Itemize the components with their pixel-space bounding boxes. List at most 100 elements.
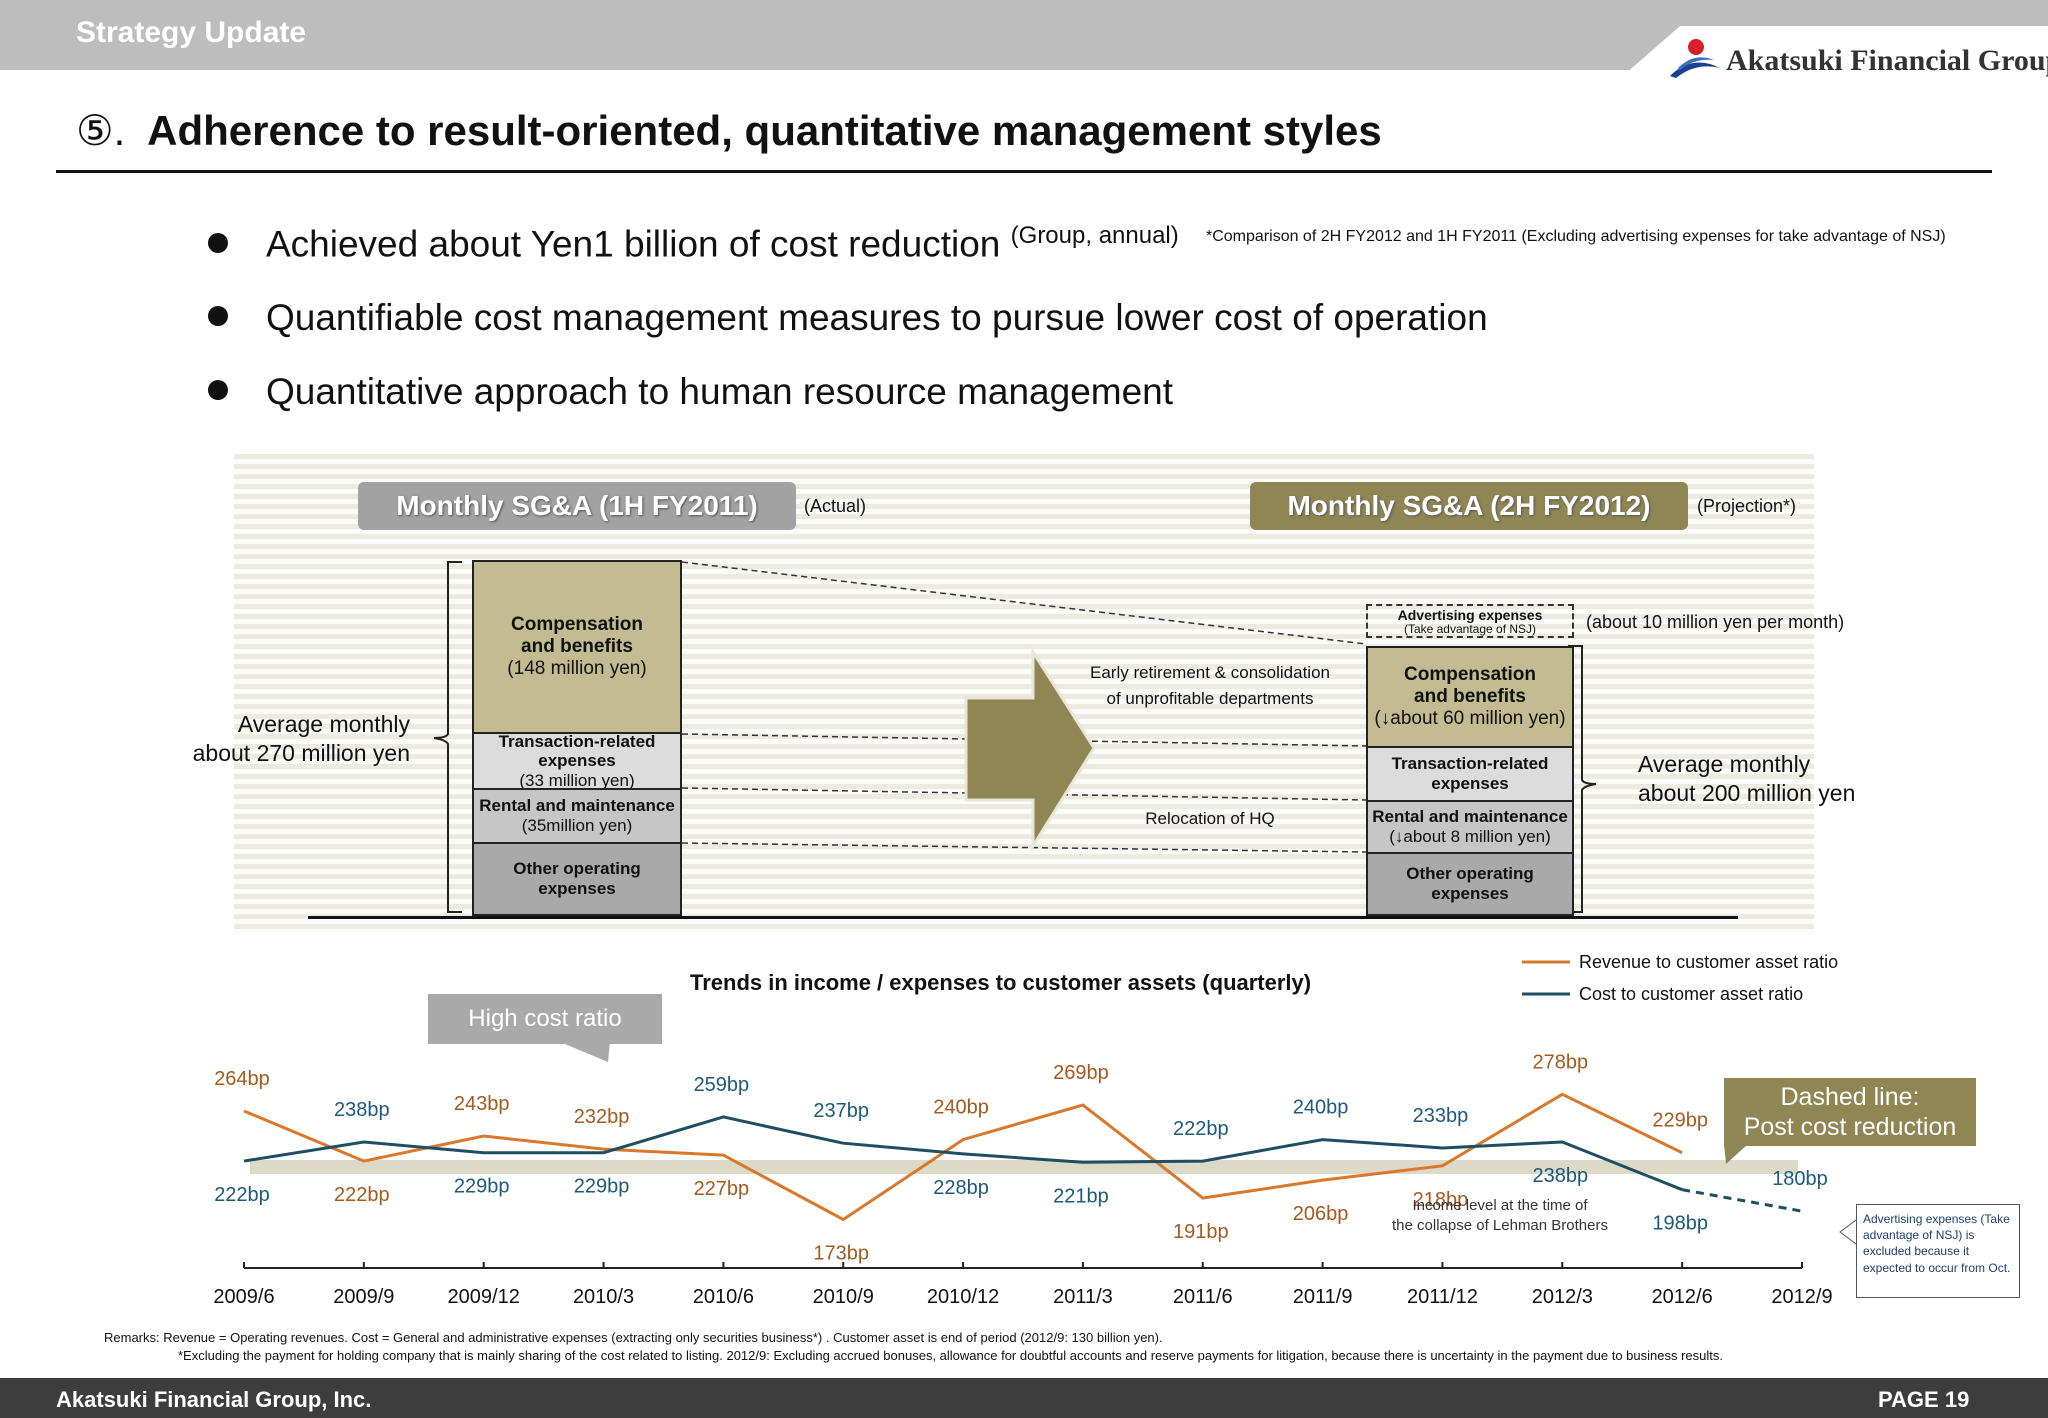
x-tick-label: 2012/9 bbox=[1771, 1286, 1832, 1308]
x-tick-label: 2011/6 bbox=[1173, 1286, 1233, 1308]
data-label: 173bp bbox=[813, 1243, 869, 1265]
callout-pointer bbox=[1724, 1144, 1748, 1164]
footer-company: Akatsuki Financial Group, Inc. bbox=[56, 1387, 372, 1412]
x-tick-label: 2011/12 bbox=[1407, 1286, 1478, 1308]
company-logo-icon bbox=[1670, 39, 1720, 78]
legend-label: Cost to customer asset ratio bbox=[1579, 984, 1803, 1004]
page-title: ⑤. Adherence to result-oriented, quantit… bbox=[76, 106, 1382, 155]
chart-title: Trends in income / expenses to customer … bbox=[690, 970, 1312, 995]
data-label: 233bp bbox=[1413, 1105, 1469, 1127]
right-compensation-segment: Compensation and benefits (↓about 60 mil… bbox=[1366, 646, 1574, 748]
sga-left-tag: (Actual) bbox=[804, 496, 867, 516]
data-label: 198bp bbox=[1652, 1213, 1708, 1235]
x-tick-label: 2011/9 bbox=[1293, 1286, 1353, 1308]
bullet-text: Achieved about Yen1 billion of cost redu… bbox=[266, 223, 1001, 265]
x-tick-label: 2010/9 bbox=[813, 1286, 874, 1308]
left-compensation-segment: Compensation and benefits (148 million y… bbox=[472, 560, 682, 734]
right-transaction-segment: Transaction-related expenses bbox=[1366, 746, 1574, 802]
lehman-annotation: Income level at the time of the collapse… bbox=[1380, 1196, 1620, 1235]
data-label: 218bp bbox=[1413, 1189, 1469, 1211]
data-label: 240bp bbox=[933, 1097, 989, 1119]
segment-value: (33 million yen) bbox=[519, 770, 635, 790]
avg-line: about 270 million yen bbox=[192, 739, 410, 766]
data-label: 269bp bbox=[1053, 1062, 1109, 1084]
section-label: Strategy Update bbox=[76, 16, 307, 49]
segment-label: Rental and maintenance bbox=[479, 796, 675, 816]
x-tick-label: 2009/9 bbox=[333, 1286, 394, 1308]
segment-label: expenses bbox=[1431, 774, 1509, 793]
segment-label: Transaction-related bbox=[1391, 754, 1549, 774]
data-label: 240bp bbox=[1293, 1097, 1349, 1119]
data-label: 221bp bbox=[1053, 1185, 1109, 1207]
data-label: 229bp bbox=[1652, 1110, 1708, 1132]
legend-label: Revenue to customer asset ratio bbox=[1579, 952, 1838, 972]
annotation-line: the collapse of Lehman Brothers bbox=[1392, 1216, 1608, 1234]
segment-value: (↓about 8 million yen) bbox=[1389, 827, 1551, 846]
data-label: 206bp bbox=[1293, 1203, 1349, 1225]
bullet-dot-icon bbox=[208, 380, 228, 401]
sga-right-tag: (Projection*) bbox=[1697, 496, 1797, 516]
x-tick-label: 2010/3 bbox=[573, 1286, 634, 1308]
x-tick-label: 2010/12 bbox=[927, 1286, 999, 1308]
remarks-line-2: *Excluding the payment for holding compa… bbox=[178, 1348, 1723, 1363]
segment-label: expenses bbox=[538, 879, 616, 898]
bullet-text: Quantitative approach to human resource … bbox=[266, 371, 1174, 412]
right-average-label: Average monthly about 200 million yen bbox=[1638, 750, 1855, 808]
cost-line bbox=[243, 1115, 1683, 1192]
measure-line: of unprofitable departments bbox=[1106, 689, 1314, 709]
page-number: PAGE 19 bbox=[1878, 1387, 1970, 1412]
bullet-dot-icon bbox=[208, 232, 228, 253]
data-label: 229bp bbox=[454, 1176, 510, 1198]
title-divider bbox=[56, 170, 1992, 173]
segment-label: Other operating bbox=[513, 859, 641, 879]
segment-label: and benefits bbox=[1414, 686, 1526, 708]
bullet-dot-icon bbox=[208, 306, 228, 327]
segment-label: expenses bbox=[538, 751, 616, 771]
bullet-item: Quantifiable cost management measures to… bbox=[208, 297, 1488, 339]
x-tick-label: 2009/6 bbox=[213, 1286, 274, 1308]
segment-value: (↓about 60 million yen) bbox=[1374, 707, 1566, 729]
high-cost-callout: High cost ratio bbox=[428, 994, 662, 1044]
title-marker: ⑤. bbox=[76, 107, 126, 154]
x-tick-label: 2009/12 bbox=[448, 1286, 520, 1308]
right-advertising-note: (about 10 million yen per month) bbox=[1586, 612, 1845, 632]
segment-label: Rental and maintenance bbox=[1372, 807, 1568, 827]
data-label: 238bp bbox=[334, 1099, 390, 1121]
callout-line: Post cost reduction bbox=[1743, 1113, 1957, 1141]
note-pointer bbox=[1839, 1219, 1857, 1245]
data-label: 259bp bbox=[694, 1074, 750, 1096]
x-tick-label: 2012/3 bbox=[1532, 1286, 1593, 1308]
segment-label: Compensation bbox=[1404, 664, 1536, 686]
adv-sub: (Take advantage of NSJ) bbox=[1403, 621, 1537, 636]
sga-left-title: Monthly SG&A (1H FY2011) bbox=[358, 482, 796, 530]
diagram-baseline bbox=[308, 916, 1738, 919]
segment-value: (148 million yen) bbox=[507, 657, 647, 679]
comparison-note: *Comparison of 2H FY2012 and 1H FY2011 (… bbox=[1206, 228, 1946, 245]
remarks-line-1: Remarks: Revenue = Operating revenues. C… bbox=[104, 1330, 1163, 1345]
bullet-item: Achieved about Yen1 billion of cost redu… bbox=[208, 222, 1179, 265]
footer-bar bbox=[0, 1378, 2048, 1418]
revenue-line bbox=[243, 1092, 1683, 1222]
left-transaction-segment: Transaction-related expenses (33 million… bbox=[472, 732, 682, 790]
company-logo-text: Akatsuki Financial Group bbox=[1726, 44, 2048, 77]
callout-line: Dashed line: bbox=[1780, 1083, 1920, 1111]
segment-label: Other operating bbox=[1406, 864, 1534, 884]
avg-line: about 200 million yen bbox=[1638, 779, 1856, 806]
data-label: 222bp bbox=[214, 1184, 270, 1206]
data-label: 222bp bbox=[1173, 1118, 1229, 1140]
data-label: 229bp bbox=[574, 1176, 630, 1198]
segment-label: Compensation bbox=[511, 614, 643, 636]
bullet-item: Quantitative approach to human resource … bbox=[208, 371, 1173, 413]
measure-relocation: Relocation of HQ bbox=[1145, 809, 1275, 828]
dashed-line-callout: Dashed line: Post cost reduction bbox=[1724, 1078, 1976, 1146]
sga-right-title: Monthly SG&A (2H FY2012) bbox=[1250, 482, 1688, 530]
right-rental-segment: Rental and maintenance (↓about 8 million… bbox=[1366, 800, 1574, 854]
right-other-segment: Other operating expenses bbox=[1366, 852, 1574, 916]
data-label: 180bp bbox=[1772, 1168, 1828, 1190]
logo-area bbox=[1600, 26, 2048, 96]
callout-pointer bbox=[560, 1042, 610, 1062]
data-label: 227bp bbox=[694, 1178, 750, 1200]
bullet-note: (Group, annual) bbox=[1010, 222, 1179, 249]
annotation-line: Income level at the time of bbox=[1412, 1197, 1588, 1214]
right-advertising-box: Advertising expenses (Take advantage of … bbox=[1366, 604, 1574, 638]
